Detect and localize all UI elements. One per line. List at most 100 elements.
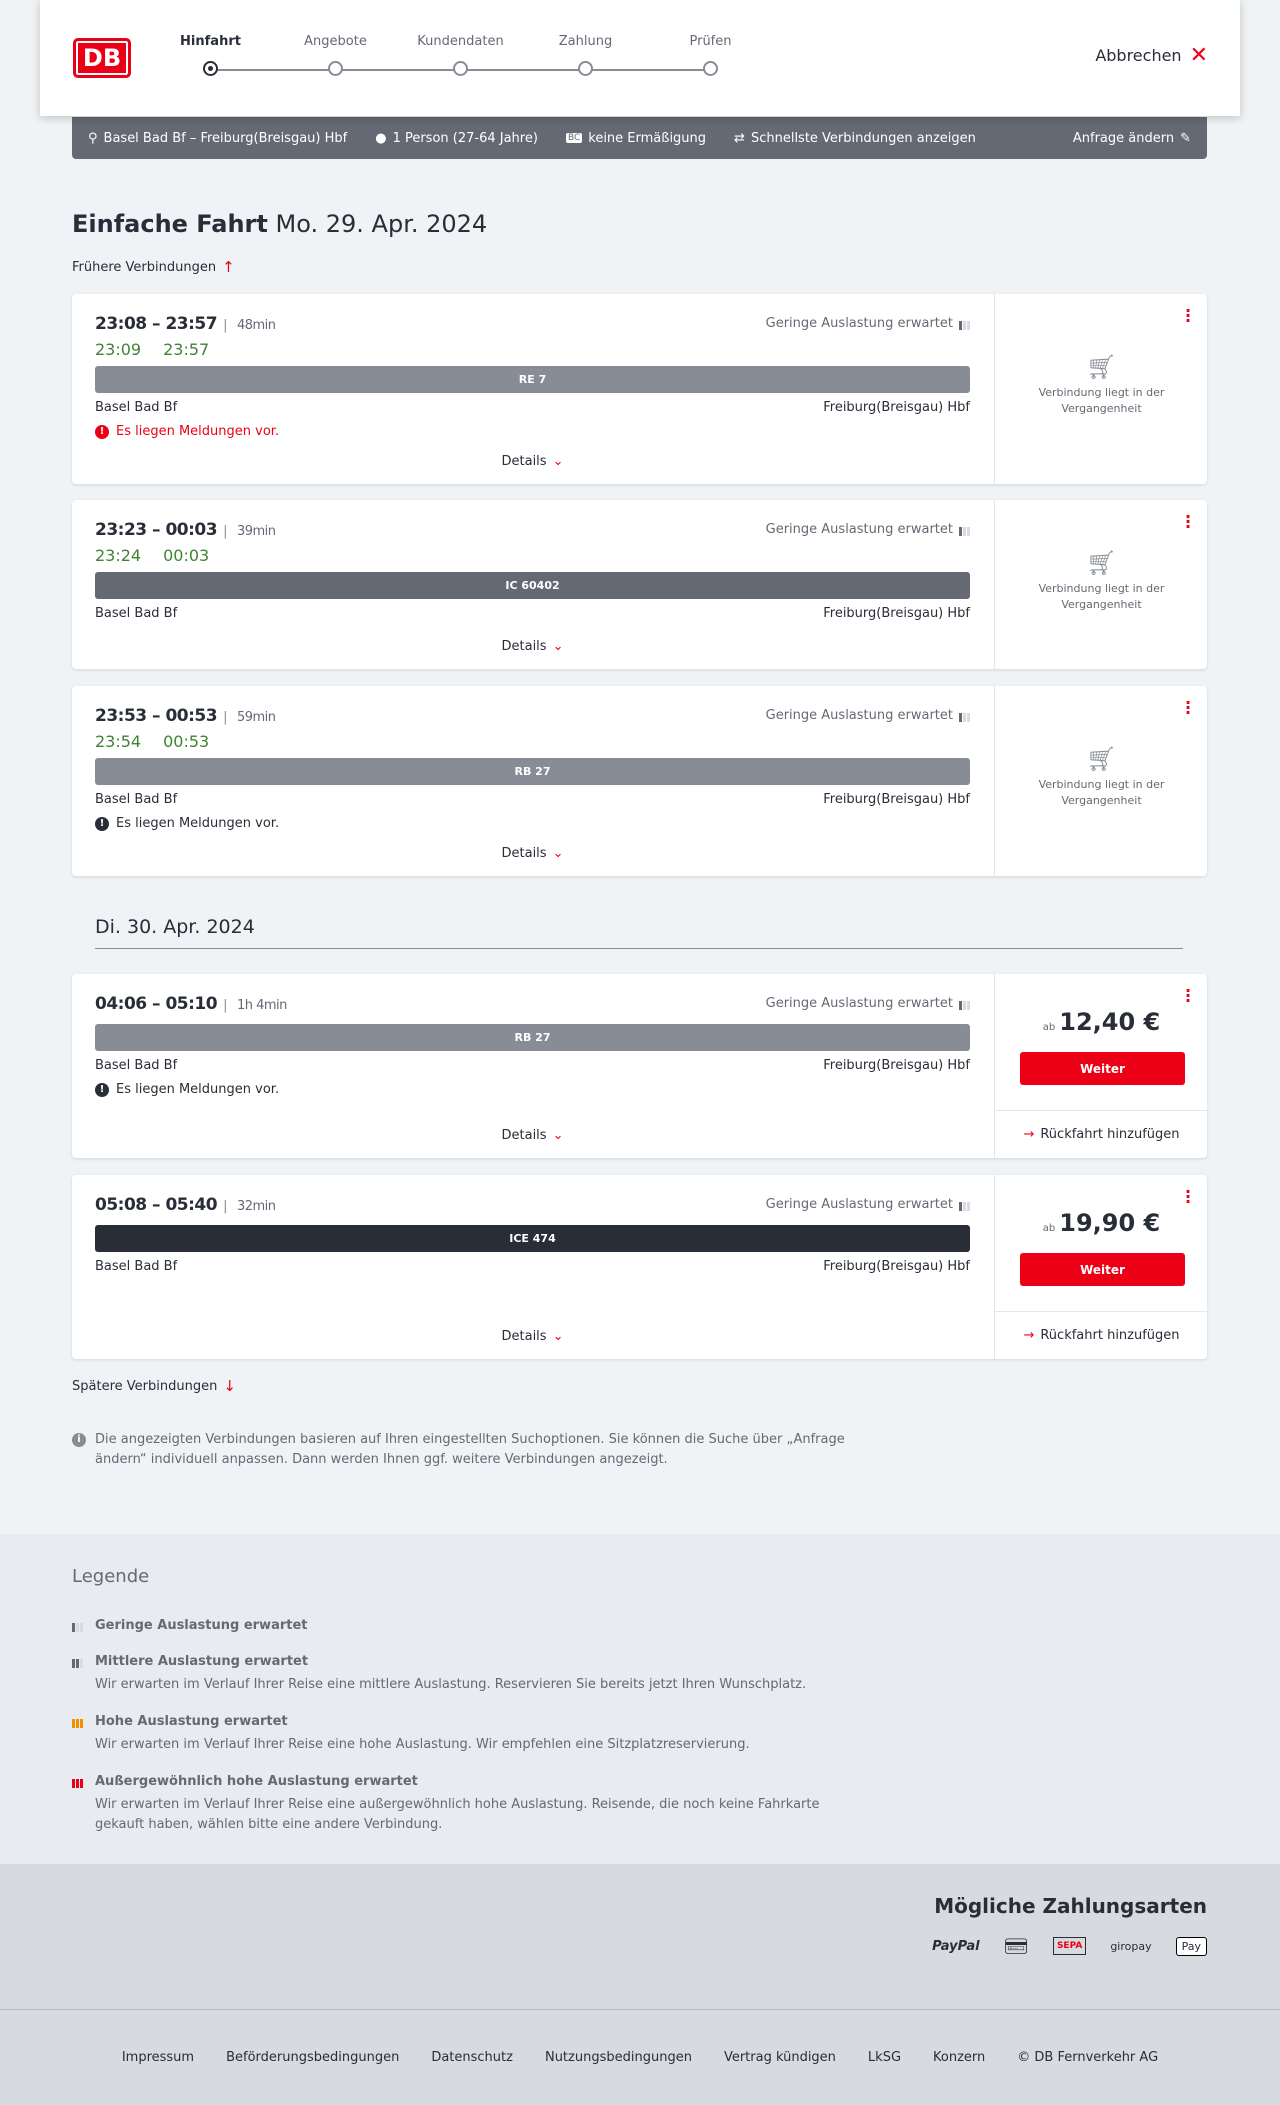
train-bar-ice-474[interactable]: ICE 474 [95, 1225, 970, 1252]
chevron-down-icon: ⌄ [552, 1329, 564, 1344]
disruption-message[interactable]: ! Es liegen Meldungen vor. [95, 816, 279, 831]
more-options-icon[interactable]: · · · [1185, 693, 1192, 722]
step-dot [453, 61, 468, 76]
realtime-arrival: 23:57 [163, 340, 210, 359]
more-options-icon[interactable]: · · · [1185, 981, 1192, 1010]
past-connection-notice: 🛒︎ Verbindung liegt in der Vergangenheit [995, 353, 1208, 417]
occupancy-bar [967, 1000, 970, 1010]
occupancy-bar [80, 1719, 83, 1728]
train-bar-rb-27[interactable]: RB 27 [95, 758, 970, 785]
details-label: Details [501, 846, 547, 861]
step-angebote[interactable]: Angebote [273, 34, 398, 76]
disruption-message[interactable]: ! Es liegen Meldungen vor. [95, 424, 279, 439]
footer-link[interactable]: LkSG [867, 2050, 902, 2065]
more-options-icon[interactable]: · · · [1185, 507, 1192, 536]
occupancy-bar [72, 1623, 75, 1632]
connection-times: 05:08 – 05:40 32min [95, 1195, 276, 1215]
return-label: Rückfahrt hinzufügen [1040, 1328, 1180, 1343]
continue-button[interactable]: Weiter [1020, 1253, 1185, 1286]
step-dot [203, 61, 218, 76]
price-prefix: ab [1042, 1223, 1056, 1234]
edit-request-button[interactable]: Anfrage ändern ✎ [1073, 131, 1191, 146]
db-logo[interactable]: DB [73, 38, 131, 78]
train-bar-re-7[interactable]: RE 7 [95, 366, 970, 393]
details-toggle[interactable]: Details ⌄ [95, 846, 970, 861]
cart-unavailable-icon: 🛒︎ [1086, 353, 1117, 381]
occupancy-bar [963, 526, 966, 536]
footer-link[interactable]: Vertrag kündigen [723, 2050, 836, 2065]
details-toggle[interactable]: Details ⌄ [95, 639, 970, 654]
fastest-text: Schnellste Verbindungen anzeigen [750, 130, 976, 146]
details-toggle[interactable]: Details ⌄ [95, 1128, 970, 1143]
connection-card[interactable]: 05:08 – 05:40 32min Geringe Auslastung erw… [72, 1175, 1208, 1359]
step-prüfen[interactable]: Prüfen [648, 34, 773, 76]
occupancy-bar [963, 1201, 966, 1211]
past-connection-notice: 🛒︎ Verbindung liegt in der Vergangenheit [995, 548, 1208, 613]
train-bar-ic-60402[interactable]: IC 60402 [95, 572, 970, 599]
connection-card[interactable]: 23:23 – 00:03 39min 23:24 00:03 Geringe Ausl… [72, 500, 1207, 669]
add-return-trip-link[interactable]: → Rückfahrt hinzufügen [995, 1110, 1208, 1158]
trip-type: Einfache Fahrt [72, 210, 268, 238]
realtime-times: 23:09 23:57 [95, 340, 231, 359]
offer-panel: · · · 🛒︎ Verbindung liegt in der Vergangenhe… [994, 294, 1207, 484]
location-pin-icon: ⚲ [88, 130, 98, 146]
destination-station: Freiburg(Breisgau) Hbf [823, 1058, 970, 1073]
details-toggle[interactable]: Details ⌄ [95, 1329, 970, 1344]
earlier-label: Frühere Verbindungen [72, 259, 217, 275]
details-toggle[interactable]: Details ⌄ [95, 454, 970, 469]
step-zahlung[interactable]: Zahlung [523, 34, 648, 76]
connection-card[interactable]: 23:08 – 23:57 48min 23:09 23:57 Geringe Ausl… [72, 294, 1207, 484]
cancel-label: Abbrechen [1095, 46, 1182, 65]
occupancy-bar [963, 320, 966, 330]
sepa-icon: SEPA [1052, 1937, 1087, 1955]
day-divider [95, 948, 1183, 949]
footer-link[interactable]: Konzern [933, 2050, 986, 2065]
connection-times: 23:23 – 00:03 39min [95, 520, 276, 540]
footer-link[interactable]: Impressum [121, 2050, 195, 2065]
occupancy-icon [72, 1776, 83, 1788]
step-dot [328, 61, 343, 76]
occupancy-info: Geringe Auslastung erwartet [766, 708, 970, 723]
legend-item-description: Wir erwarten im Verlauf Ihrer Reise eine… [95, 1797, 820, 1832]
later-connections-link[interactable]: Spätere Verbindungen ↓ [72, 1377, 236, 1395]
info-icon: i [72, 1433, 86, 1447]
times-label: 23:53 – 00:53 [95, 706, 218, 726]
more-options-icon[interactable]: · · · [1185, 301, 1192, 330]
connection-times: 23:08 – 23:57 48min [95, 314, 276, 334]
earlier-connections-link[interactable]: Frühere Verbindungen ↑ [72, 258, 235, 276]
occupancy-bar [959, 712, 962, 722]
apple-pay-label: Pay [1181, 1939, 1201, 1953]
pencil-icon: ✎ [1180, 130, 1191, 146]
page-title: Einfache Fahrt Mo. 29. Apr. 2024 [72, 210, 487, 238]
step-hinfahrt[interactable]: Hinfahrt [148, 34, 273, 76]
message-text: Es liegen Meldungen vor. [116, 1082, 280, 1097]
disruption-message[interactable]: ! Es liegen Meldungen vor. [95, 1082, 279, 1097]
connection-card[interactable]: 23:53 – 00:53 59min 23:54 00:53 Geringe Ausl… [72, 686, 1207, 876]
cart-unavailable-icon: 🛒︎ [1086, 745, 1117, 773]
train-bar-rb-27[interactable]: RB 27 [95, 1024, 970, 1051]
more-options-icon[interactable]: · · · [1185, 1182, 1192, 1211]
legend-title: Legende [72, 1566, 150, 1587]
step-kundendaten[interactable]: Kundendaten [398, 34, 523, 76]
legend-item-title: Hohe Auslastung erwartet [72, 1714, 872, 1729]
footer-link[interactable]: Nutzungsbedingungen [544, 2050, 692, 2065]
add-return-trip-link[interactable]: → Rückfahrt hinzufügen [995, 1311, 1208, 1359]
offer-panel: · · · 🛒︎ Verbindung liegt in der Vergangenhe… [994, 500, 1207, 669]
offer-panel: · · · 🛒︎ Verbindung liegt in der Vergangenhe… [994, 686, 1207, 876]
bahncard-icon: BC [565, 133, 583, 143]
price: ab 12,40 € [995, 1008, 1208, 1036]
footer-link[interactable]: Beförderungsbedingungen [226, 2050, 400, 2065]
discount-summary: BC keine Ermäßigung [565, 131, 706, 146]
cart-unavailable-icon: 🛒︎ [1086, 548, 1117, 577]
credit-card-icon: 💳︎ [1003, 1934, 1029, 1958]
connection-details: 04:06 – 05:10 1h 4min Geringe Auslastung e… [95, 974, 970, 1158]
cancel-button[interactable]: Abbrechen ✕ [1095, 44, 1208, 66]
step-label: Kundendaten [417, 34, 504, 49]
occupancy-bar [967, 526, 970, 536]
footer-link[interactable]: Datenschutz [431, 2050, 513, 2065]
continue-button[interactable]: Weiter [1020, 1052, 1185, 1085]
persons-summary: ● 1 Person (27-64 Jahre) [375, 131, 538, 146]
connection-details: 23:53 – 00:53 59min 23:54 00:53 Geringe Ausl… [95, 686, 970, 876]
duration: 48min [223, 318, 276, 333]
connection-card[interactable]: 04:06 – 05:10 1h 4min Geringe Auslastung e… [72, 974, 1208, 1158]
